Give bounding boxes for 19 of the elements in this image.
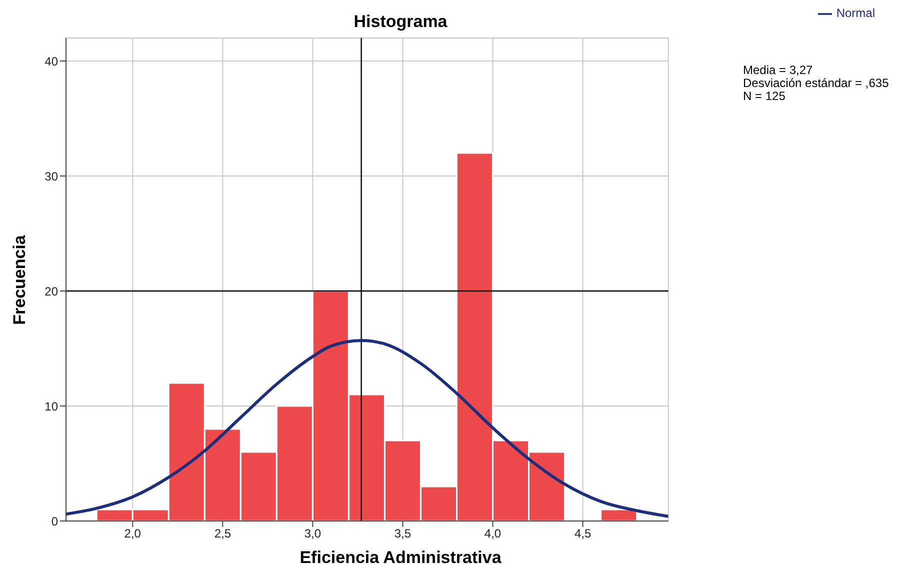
x-tick-label: 4,5 bbox=[574, 526, 592, 541]
text: Media = 3,27 bbox=[743, 63, 814, 77]
x-tick-label: 2,5 bbox=[214, 526, 232, 541]
y-tick-label: 40 bbox=[44, 54, 58, 68]
line-series bbox=[66, 338, 668, 518]
text: N = 125 bbox=[743, 89, 786, 103]
x-tick-label: 4,0 bbox=[484, 526, 502, 541]
legend-label: Normal bbox=[836, 6, 875, 20]
y-tick-label: 0 bbox=[51, 514, 58, 528]
x-axis-title: Eficiencia Administrativa bbox=[298, 548, 502, 568]
y-axis-title: Frecuencia bbox=[10, 235, 30, 325]
chart-title: Histograma bbox=[352, 12, 448, 32]
y-tick-label: 20 bbox=[44, 284, 58, 298]
text: Desviación estándar = ,635 bbox=[743, 76, 889, 90]
y-tick-label: 30 bbox=[44, 169, 58, 184]
x-tick-label: 2,0 bbox=[124, 526, 142, 541]
x-tick-label: 3,5 bbox=[394, 526, 412, 541]
y-tick-label: 10 bbox=[44, 399, 58, 414]
x-tick-label: 3,0 bbox=[304, 526, 322, 541]
